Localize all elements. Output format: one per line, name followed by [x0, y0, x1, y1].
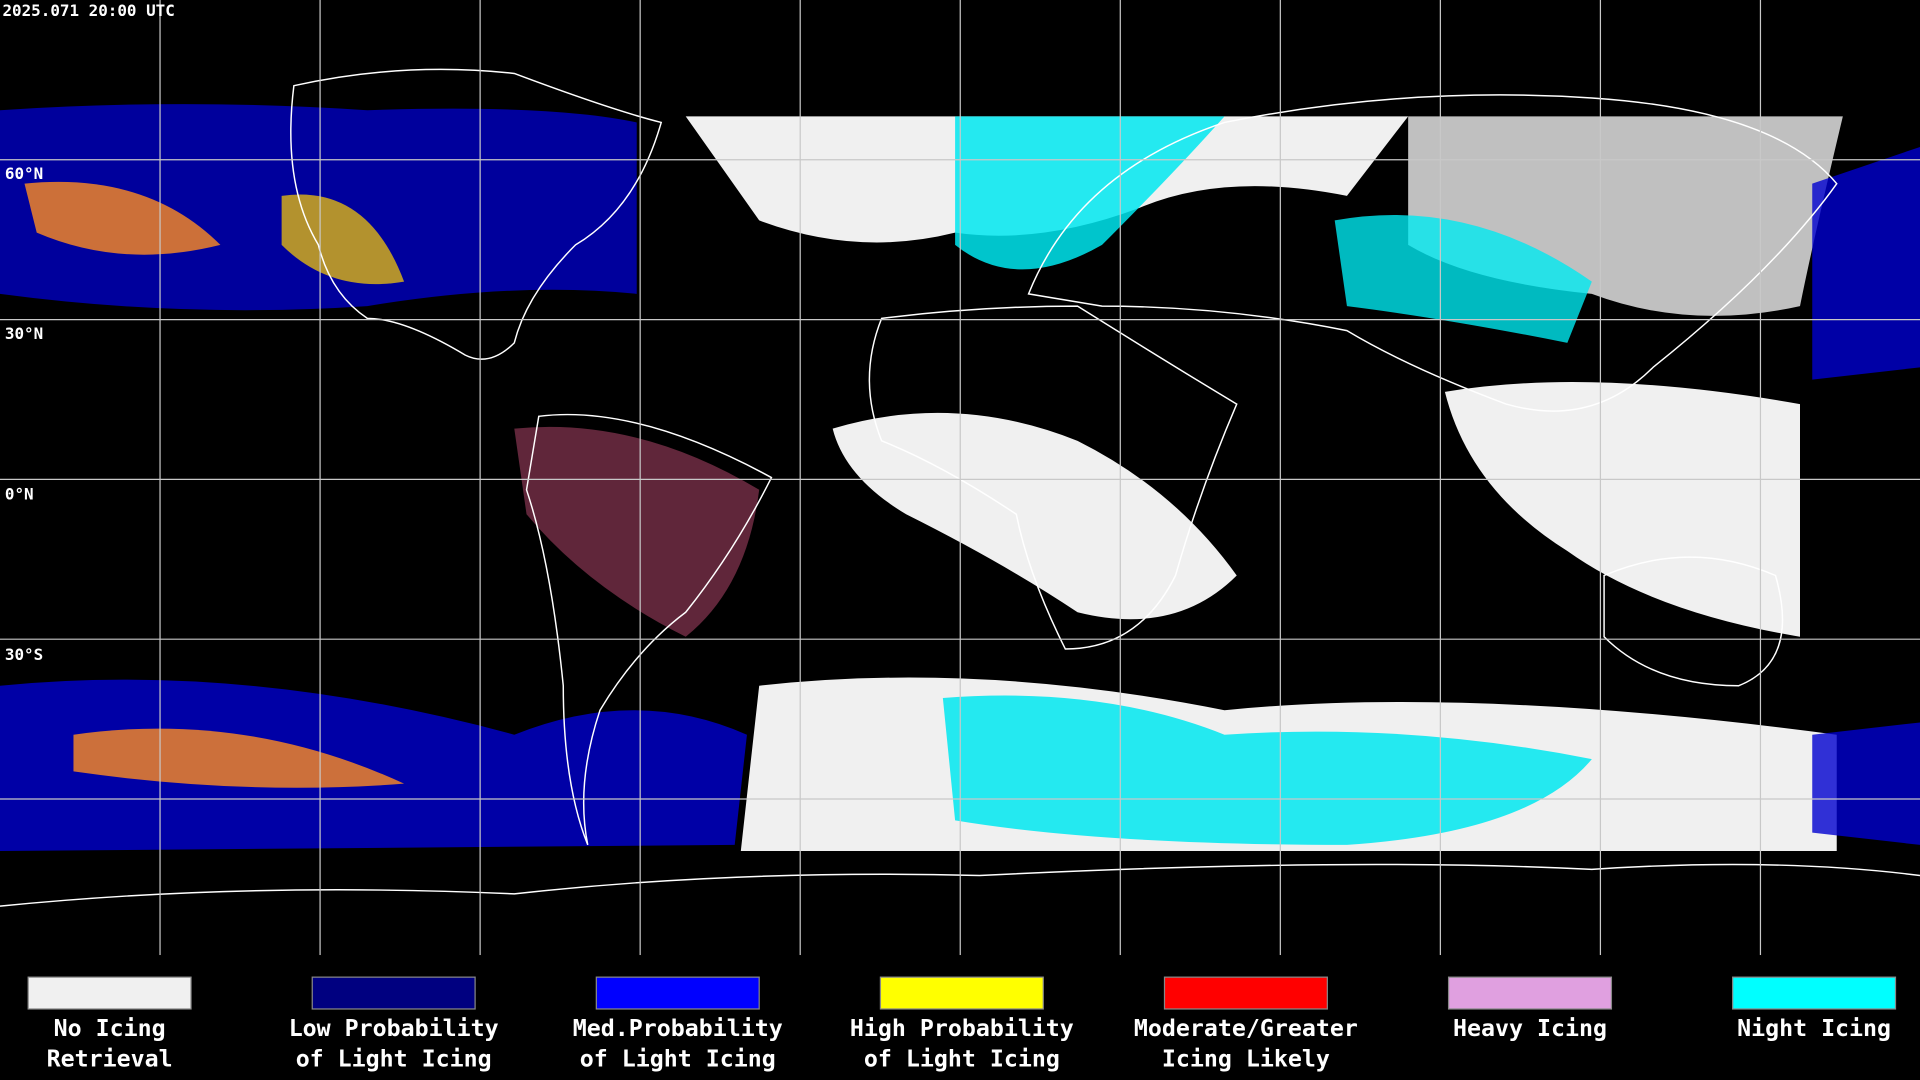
- night-icing: [955, 116, 1225, 270]
- legend-swatch: [595, 976, 760, 1010]
- legend-label: of Light Icing: [864, 1046, 1060, 1073]
- legend-label: Icing Likely: [1162, 1046, 1330, 1073]
- eurasia: [1027, 94, 1838, 412]
- latitude-label: 30°N: [5, 324, 43, 343]
- latitude-label: 60°N: [5, 164, 43, 183]
- night-icing: [1334, 214, 1592, 343]
- latitude-label: 30°S: [5, 645, 43, 664]
- legend-swatch: [1447, 976, 1613, 1010]
- legend-swatch: [1732, 976, 1897, 1010]
- africa: [868, 305, 1238, 650]
- icing-area: [0, 679, 747, 852]
- antarctica: [0, 863, 1920, 907]
- legend-swatch: [27, 976, 192, 1010]
- legend-label: Med.Probability: [573, 1015, 783, 1042]
- legend-label: of Light Icing: [580, 1046, 776, 1073]
- cloud: [1444, 382, 1800, 637]
- legend-label: of Light Icing: [296, 1046, 492, 1073]
- legend-label: Low Probability: [289, 1015, 499, 1042]
- legend-background: [0, 955, 1920, 1080]
- legend-swatch: [879, 976, 1044, 1010]
- australia: [1603, 556, 1784, 687]
- legend-label: Night Icing: [1737, 1015, 1891, 1042]
- legend-label: No Icing: [54, 1015, 166, 1042]
- legend-label: High Probability: [850, 1015, 1074, 1042]
- icing-area: [1812, 146, 1920, 380]
- latitude-label: 0°N: [5, 485, 34, 504]
- icing-area: [24, 181, 221, 255]
- grid: [0, 0, 1920, 956]
- legend-label: Moderate/Greater: [1134, 1015, 1358, 1042]
- north-america: [290, 68, 663, 360]
- night-icing: [942, 695, 1592, 845]
- icing-area: [73, 728, 405, 788]
- south-america: [525, 413, 773, 846]
- icing-area: [1812, 722, 1920, 845]
- legend-swatch: [1163, 976, 1328, 1010]
- legend-swatch: [311, 976, 476, 1010]
- legend-label: Retrieval: [47, 1046, 173, 1073]
- icing-area: [281, 194, 405, 285]
- coastlines: [0, 68, 1920, 907]
- timestamp: 2025.071 20:00 UTC: [2, 1, 174, 20]
- legend-label: Heavy Icing: [1453, 1015, 1607, 1042]
